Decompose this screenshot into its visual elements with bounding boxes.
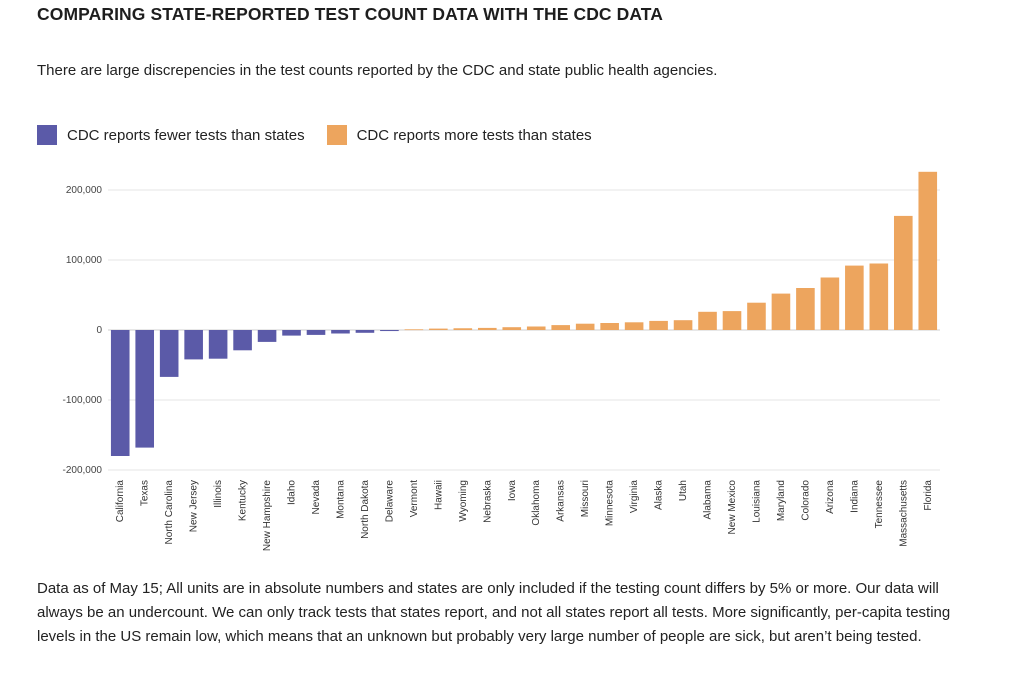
x-tick-label: Idaho [287,480,298,505]
x-tick-label: New Mexico [727,480,738,535]
bar-vermont[interactable] [404,329,424,331]
x-tick-label: Arkansas [556,480,567,522]
x-tick-label: Alaska [654,480,665,510]
x-tick-label: Vermont [409,480,420,517]
x-tick-label: Minnesota [605,480,616,527]
bar-iowa[interactable] [502,327,522,330]
footnote: Data as of May 15; All units are in abso… [37,580,951,645]
x-tick-label: Oklahoma [531,480,542,526]
x-tick-label: Kentucky [238,480,249,521]
bar-minnesota[interactable] [600,323,619,330]
bar-arizona[interactable] [820,277,840,331]
chart-title: COMPARING STATE-REPORTED TEST COUNT DATA… [37,4,664,24]
x-tick-label: Virginia [629,480,640,514]
bar-indiana[interactable] [845,265,864,330]
bar-texas[interactable] [135,330,155,448]
bar-illinois[interactable] [208,330,228,359]
x-tick-label: New Jersey [189,480,200,532]
bar-chart: -200,000 -100,000 0 100,000 200,000 Californi… [63,171,940,552]
x-tick-label: Massachusetts [898,480,909,547]
x-tick-label: Maryland [776,480,787,521]
y-tick-label: -100,000 [63,395,103,406]
bar-california[interactable] [110,330,130,456]
x-tick-label: Indiana [849,480,860,513]
x-tick-label: Nevada [311,480,322,515]
x-tick-label: Iowa [507,480,518,502]
x-tick-label: Arizona [825,480,836,514]
bar-wyoming[interactable] [453,328,473,330]
legend-label-more: CDC reports more tests than states [356,126,592,144]
x-tick-label: California [115,480,126,523]
bar-alaska[interactable] [649,320,668,330]
legend: CDC reports fewer tests than states CDC … [37,124,614,146]
bar-north-dakota[interactable] [355,330,375,333]
x-tick-label: New Hampshire [262,480,273,552]
x-tick-label: Delaware [384,480,395,523]
legend-swatch-fewer [37,125,57,145]
y-tick-label: 200,000 [66,185,103,196]
bar-alabama[interactable] [698,311,717,330]
bar-hawaii[interactable] [429,328,448,330]
x-tick-label: Nebraska [482,480,493,523]
x-tick-label: Missouri [580,480,591,517]
bar-florida[interactable] [918,171,938,330]
bar-oklahoma[interactable] [526,326,546,331]
x-tick-label: Texas [140,480,151,506]
bar-louisiana[interactable] [747,302,766,330]
bar-new-jersey[interactable] [184,330,203,360]
legend-label-fewer: CDC reports fewer tests than states [67,126,305,144]
bar-utah[interactable] [673,320,693,330]
x-tick-label: Utah [678,480,689,501]
bar-montana[interactable] [331,330,350,334]
x-tick-label: North Dakota [360,480,371,539]
legend-item-fewer: CDC reports fewer tests than states [37,125,305,145]
bar-nevada[interactable] [306,330,326,335]
y-tick-label: 0 [96,325,102,336]
chart-subtitle: There are large discrepencies in the tes… [37,62,718,79]
y-tick-label: 100,000 [66,255,103,266]
x-tick-label: Illinois [213,480,224,508]
y-tick-label: -200,000 [63,465,103,476]
bar-missouri[interactable] [575,323,595,330]
bar-kentucky[interactable] [233,330,252,351]
bar-tennessee[interactable] [869,263,889,331]
legend-swatch-more [326,125,347,145]
x-tick-label: Florida [923,480,934,511]
bar-idaho[interactable] [282,330,301,336]
bar-new-mexico[interactable] [722,311,742,330]
bar-maryland[interactable] [771,293,791,330]
x-tick-label: Colorado [800,480,811,521]
bar-nebraska[interactable] [477,327,497,330]
x-tick-label: Wyoming [458,480,469,522]
x-tick-label: Montana [335,480,346,519]
bar-north-carolina[interactable] [159,330,179,377]
legend-item-more: CDC reports more tests than states [326,125,592,145]
bar-colorado[interactable] [796,288,815,330]
bar-delaware[interactable] [380,330,399,332]
x-tick-label: Alabama [703,480,714,520]
x-tick-label: North Carolina [164,480,175,545]
bar-new-hampshire[interactable] [257,330,277,342]
x-tick-label: Hawaii [433,480,444,510]
bar-virginia[interactable] [624,322,644,330]
x-tick-label: Louisiana [751,480,762,523]
x-tick-label: Tennessee [874,480,885,529]
bar-arkansas[interactable] [551,325,571,330]
bar-massachusetts[interactable] [893,215,913,330]
